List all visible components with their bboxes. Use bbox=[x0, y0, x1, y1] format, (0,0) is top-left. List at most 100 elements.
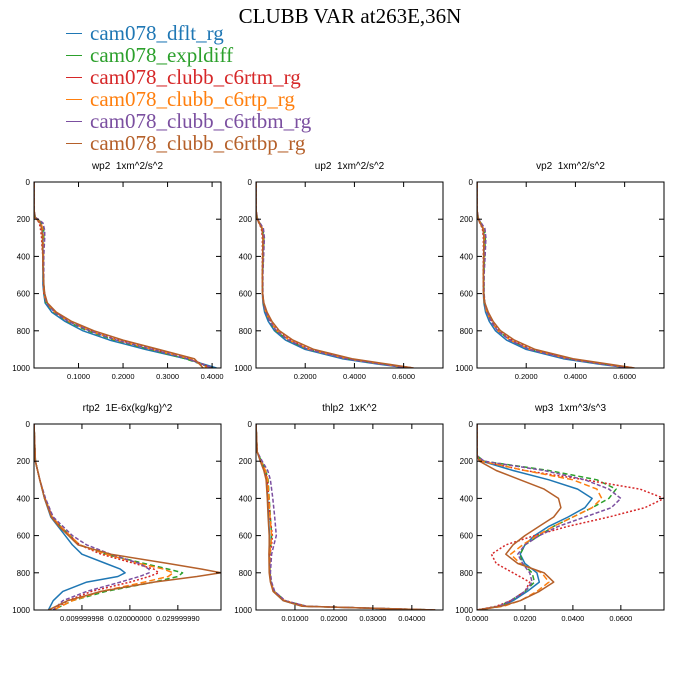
series-line bbox=[477, 424, 603, 610]
x-tick-label: 0.009999998 bbox=[60, 614, 104, 623]
chart-title: CLUBB VAR at263E,36N bbox=[238, 4, 462, 28]
legend-item: cam078_clubb_c6rtm_rg bbox=[66, 65, 311, 89]
x-tick-label: 0.6000 bbox=[613, 372, 636, 381]
y-tick-label: 1000 bbox=[12, 606, 30, 615]
legend-item: cam078_dflt_rg bbox=[66, 21, 311, 45]
y-tick-label: 1000 bbox=[455, 606, 473, 615]
y-tick-label: 600 bbox=[17, 532, 31, 541]
y-tick-label: 800 bbox=[460, 569, 474, 578]
series-line bbox=[34, 424, 126, 610]
series-line bbox=[256, 424, 436, 610]
x-tick-label: 0.3000 bbox=[156, 372, 179, 381]
x-tick-label: 0.04000 bbox=[398, 614, 425, 623]
y-tick-label: 400 bbox=[460, 494, 474, 503]
y-tick-label: 600 bbox=[460, 532, 474, 541]
series-line bbox=[256, 182, 414, 368]
x-tick-label: 0.0000 bbox=[466, 614, 489, 623]
y-tick-label: 0 bbox=[248, 420, 253, 429]
plot-frame bbox=[476, 423, 665, 611]
series-line bbox=[256, 182, 412, 368]
x-tick-label: 0.02000 bbox=[320, 614, 347, 623]
x-tick-label: 0.01000 bbox=[281, 614, 308, 623]
series-line bbox=[256, 182, 409, 368]
chart-panel: 0 200 400 600 800 1000 0.2000 0.4000 0.6000 vp2 1… bbox=[455, 161, 665, 381]
series-line bbox=[256, 182, 414, 368]
plot-frame bbox=[33, 181, 222, 369]
series-line bbox=[477, 424, 562, 610]
legend: cam078_dflt_rg cam078_expldiff cam078_cl… bbox=[66, 21, 312, 155]
series-line bbox=[477, 182, 630, 368]
y-tick-label: 400 bbox=[460, 252, 474, 261]
y-tick-label: 0 bbox=[26, 420, 31, 429]
legend-item: cam078_clubb_c6rtbm_rg bbox=[66, 108, 312, 133]
y-tick-label: 1000 bbox=[12, 364, 30, 373]
series-line bbox=[477, 182, 635, 368]
panel-title: vp2 1xm^2/s^2 bbox=[536, 161, 605, 172]
legend-label: cam078_clubb_c6rtp_rg bbox=[90, 86, 295, 111]
x-tick-label: 0.1000 bbox=[67, 372, 90, 381]
chart-panel: 0 200 400 600 800 1000 0.2000 0.4000 0.6000 up2 1… bbox=[234, 161, 444, 381]
y-tick-label: 0 bbox=[248, 178, 253, 187]
y-tick-label: 0 bbox=[469, 420, 474, 429]
series-group bbox=[256, 182, 414, 368]
legend-swatch bbox=[66, 54, 82, 56]
series-line bbox=[34, 182, 213, 368]
series-line bbox=[477, 424, 593, 610]
y-tick-label: 200 bbox=[239, 215, 253, 224]
y-tick-label: 800 bbox=[460, 327, 474, 336]
series-line bbox=[477, 182, 635, 368]
x-tick-label: 0.2000 bbox=[112, 372, 135, 381]
chart-panel: 0 200 400 600 800 1000 0.01000 0.02000 0.03000 0.… bbox=[234, 403, 444, 623]
legend-label: cam078_clubb_c6rtbm_rg bbox=[90, 108, 312, 133]
y-tick-label: 800 bbox=[239, 327, 253, 336]
series-line bbox=[256, 424, 436, 610]
x-tick-label: 0.0200 bbox=[513, 614, 536, 623]
series-line bbox=[256, 424, 436, 610]
series-line bbox=[477, 424, 664, 610]
y-tick-label: 600 bbox=[239, 290, 253, 299]
plot-frame bbox=[255, 423, 444, 611]
y-tick-label: 800 bbox=[239, 569, 253, 578]
chart-panel: 0 200 400 600 800 1000 0.1000 0.2000 0.3000 0.400… bbox=[12, 161, 223, 381]
y-tick-label: 200 bbox=[17, 215, 31, 224]
legend-swatch bbox=[66, 142, 82, 144]
y-tick-label: 1000 bbox=[455, 364, 473, 373]
series-line bbox=[34, 182, 204, 368]
legend-label: cam078_expldiff bbox=[90, 42, 234, 67]
x-tick-label: 0.03000 bbox=[359, 614, 386, 623]
y-tick-label: 400 bbox=[17, 252, 31, 261]
y-tick-label: 600 bbox=[239, 532, 253, 541]
legend-item: cam078_expldiff bbox=[66, 42, 311, 67]
series-line bbox=[256, 424, 436, 610]
y-tick-label: 200 bbox=[17, 457, 31, 466]
plot-frame bbox=[476, 181, 665, 369]
legend-item: cam078_clubb_c6rtp_rg bbox=[66, 86, 311, 111]
series-line bbox=[477, 424, 622, 610]
legend-label: cam078_clubb_c6rtbp_rg bbox=[90, 130, 306, 155]
y-tick-label: 800 bbox=[17, 327, 31, 336]
series-line bbox=[256, 182, 412, 368]
series-group bbox=[34, 182, 217, 368]
legend-swatch bbox=[66, 32, 82, 34]
legend-item: cam078_clubb_c6rtbp_rg bbox=[66, 130, 311, 155]
series-line bbox=[34, 424, 221, 610]
series-line bbox=[477, 182, 633, 368]
x-tick-label: 0.6000 bbox=[392, 372, 415, 381]
series-line bbox=[477, 182, 633, 368]
x-tick-label: 0.0600 bbox=[609, 614, 632, 623]
panel-title: thlp2 1xK^2 bbox=[322, 403, 377, 414]
series-line bbox=[477, 182, 630, 368]
y-tick-label: 1000 bbox=[234, 606, 252, 615]
panel-title: up2 1xm^2/s^2 bbox=[315, 161, 385, 172]
x-tick-label: 0.020000000 bbox=[108, 614, 152, 623]
y-tick-label: 1000 bbox=[234, 364, 252, 373]
chart-panel: 0 200 400 600 800 1000 0.009999998 0.020000000 0… bbox=[12, 403, 222, 623]
plot-frame bbox=[33, 423, 222, 611]
y-tick-label: 0 bbox=[26, 178, 31, 187]
x-tick-label: 0.0400 bbox=[561, 614, 584, 623]
y-tick-label: 800 bbox=[17, 569, 31, 578]
x-tick-label: 0.2000 bbox=[515, 372, 538, 381]
series-line bbox=[34, 424, 184, 610]
y-tick-label: 600 bbox=[17, 290, 31, 299]
